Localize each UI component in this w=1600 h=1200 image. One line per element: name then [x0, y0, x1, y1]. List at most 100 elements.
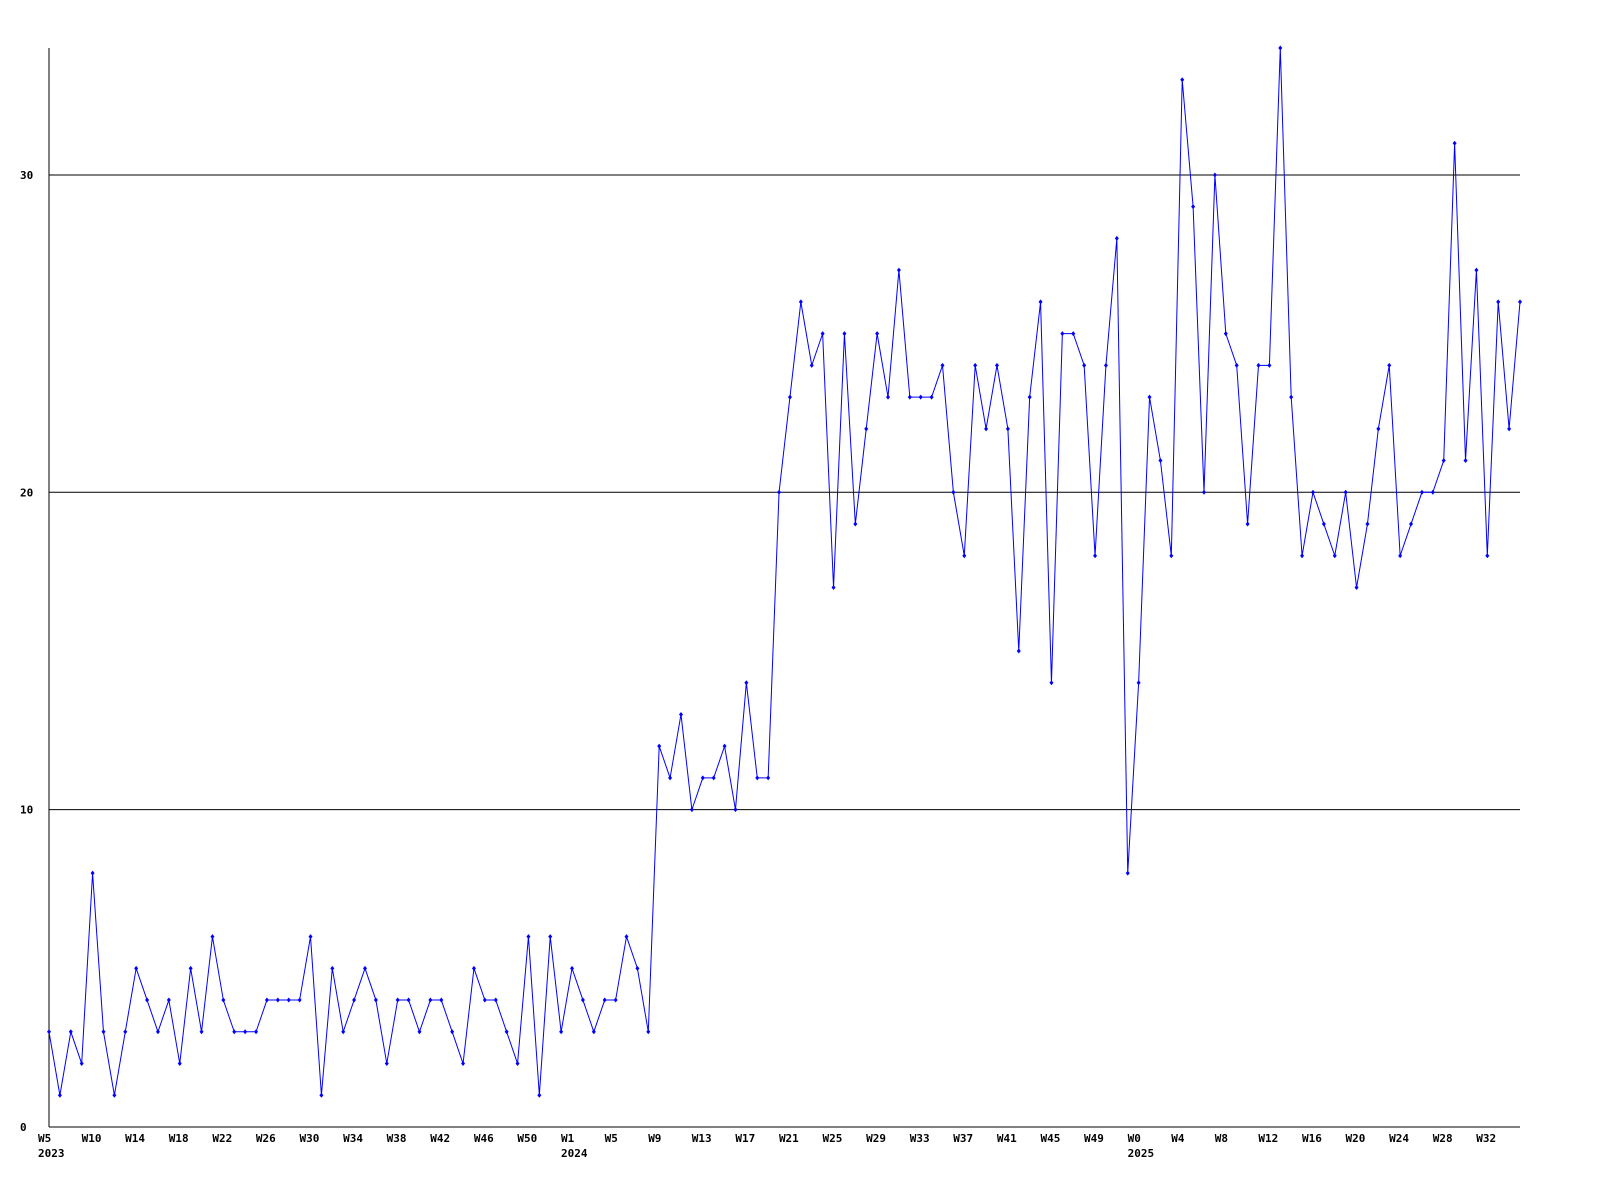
- point: [1212, 172, 1217, 178]
- point: [1114, 235, 1119, 241]
- point: [428, 997, 433, 1003]
- point: [951, 489, 956, 495]
- point: [1027, 394, 1032, 400]
- point: [526, 934, 531, 940]
- point: [1496, 299, 1501, 305]
- x-tick-label: W50: [517, 1132, 537, 1145]
- x-tick-label: W10: [82, 1132, 102, 1145]
- point: [809, 362, 814, 368]
- point: [68, 1029, 73, 1035]
- point: [1202, 489, 1207, 495]
- point: [1180, 77, 1185, 83]
- point: [210, 934, 215, 940]
- point: [1300, 553, 1305, 559]
- point: [1376, 426, 1381, 432]
- x-tick-label: W49: [1084, 1132, 1104, 1145]
- point: [602, 997, 607, 1003]
- point: [1365, 521, 1370, 527]
- point: [1267, 362, 1272, 368]
- x-tick-label: W28: [1433, 1132, 1453, 1145]
- point: [308, 934, 313, 940]
- point: [1147, 394, 1152, 400]
- point: [1474, 267, 1479, 273]
- point: [1245, 521, 1250, 527]
- point: [373, 997, 378, 1003]
- x-tick-label: W29: [866, 1132, 886, 1145]
- point: [798, 299, 803, 305]
- point: [886, 394, 891, 400]
- point: [635, 965, 640, 971]
- point: [47, 1029, 51, 1035]
- point: [929, 394, 934, 400]
- x-tick-label: W46: [474, 1132, 494, 1145]
- point: [1060, 331, 1065, 337]
- y-tick-label: 20: [20, 486, 33, 499]
- point: [896, 267, 901, 273]
- point: [777, 489, 782, 495]
- point: [1419, 489, 1424, 495]
- x-tick-label: W13: [692, 1132, 712, 1145]
- point: [853, 521, 858, 527]
- point: [1343, 489, 1348, 495]
- point: [1430, 489, 1435, 495]
- point: [1136, 680, 1141, 686]
- x-tick-label: W38: [387, 1132, 407, 1145]
- point: [1518, 299, 1522, 305]
- y-tick-label: 10: [20, 804, 33, 817]
- point: [450, 1029, 455, 1035]
- x-tick-label: W24: [1389, 1132, 1409, 1145]
- point: [90, 870, 95, 876]
- point: [232, 1029, 237, 1035]
- x-tick-label: W34: [343, 1132, 363, 1145]
- point: [439, 997, 444, 1003]
- x-tick-label: W42: [430, 1132, 450, 1145]
- point: [352, 997, 357, 1003]
- point: [624, 934, 629, 940]
- point: [1310, 489, 1315, 495]
- point: [1125, 870, 1130, 876]
- series-line: [48, 47, 1521, 1096]
- point: [570, 965, 575, 971]
- x-tick-label: W5: [605, 1132, 618, 1145]
- x-tick-label: W37: [953, 1132, 973, 1145]
- point: [155, 1029, 160, 1035]
- x-tick-label: W18: [169, 1132, 189, 1145]
- point: [875, 331, 880, 337]
- point: [199, 1029, 204, 1035]
- x-tick-label: W26: [256, 1132, 276, 1145]
- x-tick-label: W21: [779, 1132, 799, 1145]
- point: [994, 362, 999, 368]
- point: [1191, 204, 1196, 210]
- point: [1485, 553, 1490, 559]
- point: [766, 775, 771, 781]
- point: [787, 394, 792, 400]
- x-tick-label: W22: [212, 1132, 232, 1145]
- point: [559, 1029, 564, 1035]
- point: [1354, 585, 1359, 590]
- point: [1409, 521, 1414, 527]
- x-year-label: 2024: [561, 1147, 588, 1160]
- point: [297, 997, 302, 1003]
- point: [1038, 299, 1043, 305]
- point: [493, 997, 498, 1003]
- point: [482, 997, 487, 1003]
- point: [646, 1029, 651, 1035]
- point: [668, 775, 673, 781]
- x-tick-label: W32: [1476, 1132, 1496, 1145]
- point: [123, 1029, 128, 1035]
- x-tick-label: W5: [38, 1132, 51, 1145]
- x-tick-label: W25: [823, 1132, 843, 1145]
- point: [1507, 426, 1512, 432]
- point: [417, 1029, 422, 1035]
- point: [1452, 140, 1457, 146]
- point: [254, 1029, 259, 1035]
- point: [243, 1029, 248, 1035]
- point: [286, 997, 291, 1003]
- point: [1223, 331, 1228, 337]
- point: [962, 553, 967, 559]
- point: [1049, 680, 1054, 686]
- point: [678, 711, 683, 717]
- y-tick-label: 0: [20, 1121, 27, 1134]
- point: [264, 997, 269, 1003]
